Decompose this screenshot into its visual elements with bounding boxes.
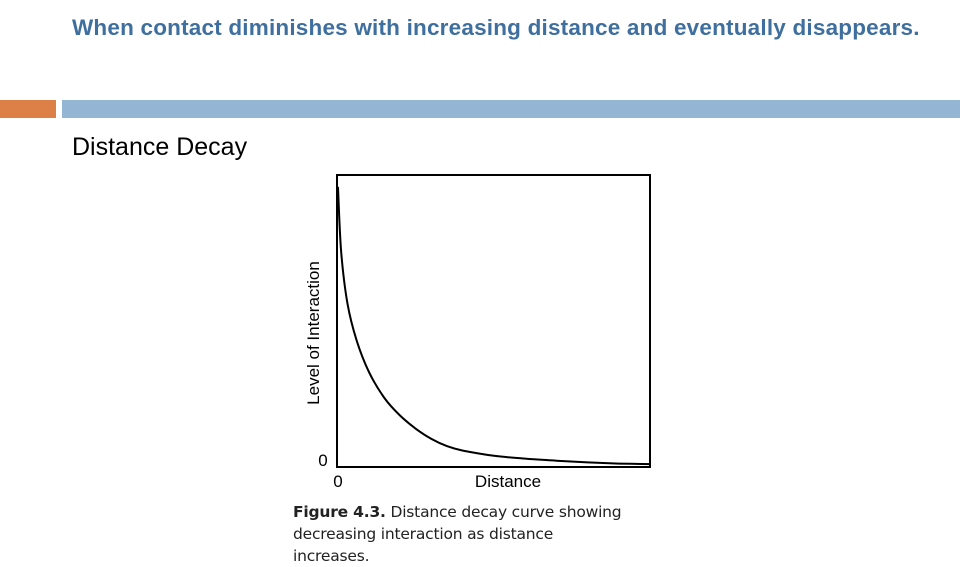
- plot-frame: [336, 174, 651, 468]
- slide-subtitle: Distance Decay: [72, 133, 248, 161]
- x-origin-label: 0: [333, 472, 342, 491]
- accent-bar-blue: [62, 100, 960, 118]
- distance-decay-chart: Level of Interaction 0 0 Distance: [304, 174, 651, 491]
- y-axis-label: Level of Interaction: [304, 261, 323, 405]
- figure-caption: Figure 4.3. Distance decay curve showing…: [293, 501, 633, 567]
- slide-title: When contact diminishes with increasing …: [72, 15, 920, 40]
- y-origin-label: 0: [318, 451, 327, 470]
- figure-caption-label: Figure 4.3.: [293, 503, 386, 521]
- decay-curve-line: [337, 186, 651, 466]
- accent-bar-orange: [0, 100, 56, 118]
- x-axis-label: Distance: [475, 472, 541, 491]
